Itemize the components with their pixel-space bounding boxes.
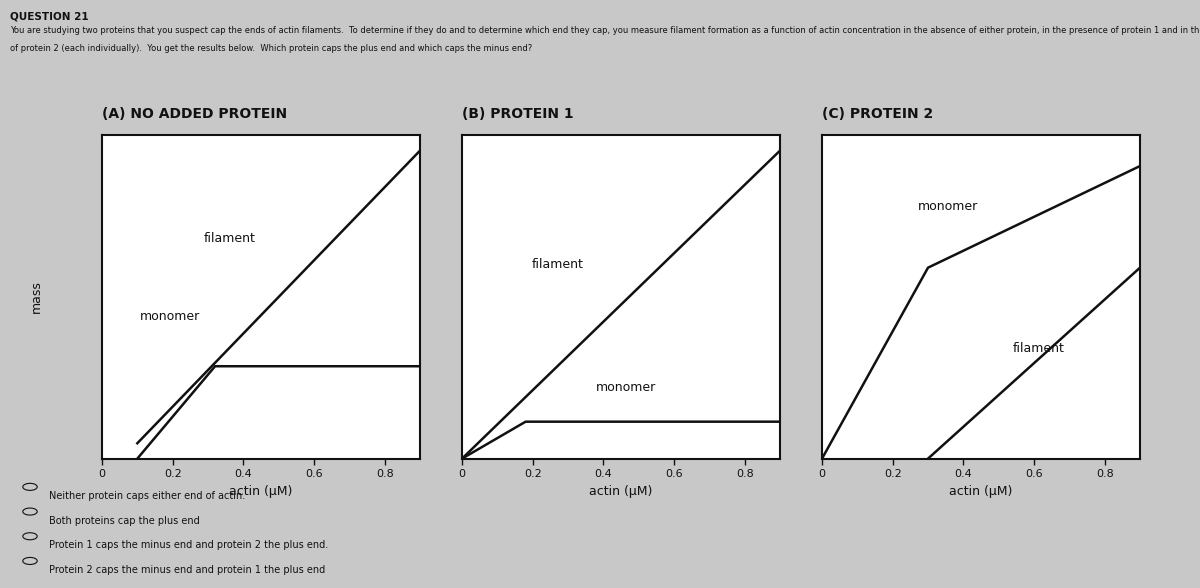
Text: filament: filament bbox=[204, 232, 256, 245]
Text: Protein 2 caps the minus end and protein 1 the plus end: Protein 2 caps the minus end and protein… bbox=[49, 565, 325, 575]
Text: monomer: monomer bbox=[595, 381, 656, 394]
Text: (A) NO ADDED PROTEIN: (A) NO ADDED PROTEIN bbox=[102, 106, 287, 121]
Text: filament: filament bbox=[1013, 342, 1064, 355]
Text: mass: mass bbox=[30, 280, 42, 313]
X-axis label: actin (μM): actin (μM) bbox=[949, 485, 1013, 497]
Text: monomer: monomer bbox=[140, 310, 200, 323]
Text: Neither protein caps either end of actin.: Neither protein caps either end of actin… bbox=[49, 491, 246, 501]
Text: monomer: monomer bbox=[918, 200, 978, 213]
X-axis label: actin (μM): actin (μM) bbox=[229, 485, 293, 497]
Text: Protein 1 caps the minus end and protein 2 the plus end.: Protein 1 caps the minus end and protein… bbox=[49, 540, 329, 550]
Text: (C) PROTEIN 2: (C) PROTEIN 2 bbox=[822, 106, 934, 121]
Text: Both proteins cap the plus end: Both proteins cap the plus end bbox=[49, 516, 200, 526]
Text: filament: filament bbox=[532, 258, 584, 271]
Text: You are studying two proteins that you suspect cap the ends of actin filaments. : You are studying two proteins that you s… bbox=[10, 26, 1200, 35]
Text: (B) PROTEIN 1: (B) PROTEIN 1 bbox=[462, 106, 574, 121]
X-axis label: actin (μM): actin (μM) bbox=[589, 485, 653, 497]
Text: of protein 2 (each individually).  You get the results below.  Which protein cap: of protein 2 (each individually). You ge… bbox=[10, 44, 532, 53]
Text: QUESTION 21: QUESTION 21 bbox=[10, 12, 89, 22]
